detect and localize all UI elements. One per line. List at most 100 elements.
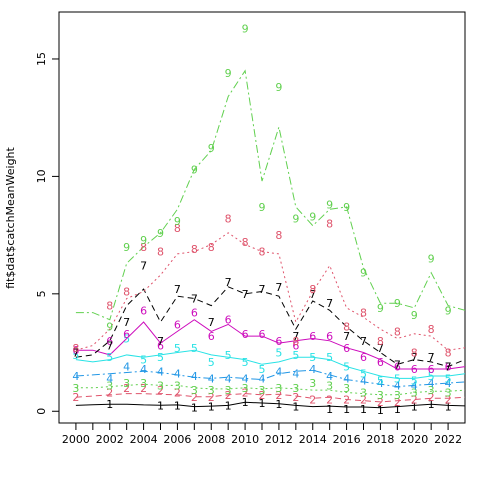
obs-label-4: 4 xyxy=(106,372,113,385)
y-tick-label: 5 xyxy=(35,290,48,297)
obs-label-2: 2 xyxy=(292,391,299,404)
obs-label-6: 6 xyxy=(360,351,367,364)
obs-label-6: 6 xyxy=(411,363,418,376)
obs-label-4: 4 xyxy=(191,370,198,383)
obs-label-5: 5 xyxy=(394,372,401,385)
obs-label-6: 6 xyxy=(191,307,198,320)
observation-label-layer: 1 1 1 1 1 1 1 1 1 1 1 1 1 1 1 1 1 12 2 2 2 2 2 2 2 2 2 2 2 2 2 2 2 2 2 2 2 2 2… xyxy=(72,22,451,417)
x-tick-label: 2018 xyxy=(366,433,394,446)
x-tick-label: 2012 xyxy=(265,433,293,446)
obs-label-8: 8 xyxy=(275,229,282,242)
obs-label-8: 8 xyxy=(326,217,333,230)
obs-label-7: 7 xyxy=(191,293,198,306)
obs-label-3: 3 xyxy=(259,384,266,397)
obs-label-6: 6 xyxy=(309,330,316,343)
obs-label-7: 7 xyxy=(259,283,266,296)
obs-label-4: 4 xyxy=(225,372,232,385)
obs-label-1: 1 xyxy=(275,398,282,411)
obs-label-7: 7 xyxy=(106,339,113,352)
obs-label-4: 4 xyxy=(343,372,350,385)
obs-label-6: 6 xyxy=(174,318,181,331)
obs-label-9: 9 xyxy=(191,163,198,176)
obs-label-7: 7 xyxy=(428,351,435,364)
obs-label-8: 8 xyxy=(242,236,249,249)
obs-label-2: 2 xyxy=(394,396,401,409)
obs-label-4: 4 xyxy=(377,377,384,390)
obs-label-9: 9 xyxy=(326,199,333,212)
obs-label-6: 6 xyxy=(377,356,384,369)
x-tick-label: 2000 xyxy=(62,433,90,446)
obs-label-8: 8 xyxy=(123,285,130,298)
obs-label-9: 9 xyxy=(140,234,147,247)
obs-label-2: 2 xyxy=(360,394,367,407)
obs-label-7: 7 xyxy=(275,281,282,294)
obs-label-2: 2 xyxy=(191,391,198,404)
obs-label-3: 3 xyxy=(343,382,350,395)
x-tick-label: 2002 xyxy=(96,433,124,446)
obs-label-1: 1 xyxy=(242,396,249,409)
obs-label-1: 1 xyxy=(445,401,452,414)
obs-label-2: 2 xyxy=(275,389,282,402)
obs-label-4: 4 xyxy=(394,379,401,392)
obs-label-8: 8 xyxy=(140,241,147,254)
obs-label-9: 9 xyxy=(275,81,282,94)
obs-label-9: 9 xyxy=(292,213,299,226)
obs-label-5: 5 xyxy=(411,375,418,388)
obs-label-5: 5 xyxy=(275,347,282,360)
obs-label-5: 5 xyxy=(445,372,452,385)
obs-label-8: 8 xyxy=(208,241,215,254)
obs-label-9: 9 xyxy=(343,201,350,214)
obs-label-7: 7 xyxy=(445,361,452,374)
obs-label-9: 9 xyxy=(123,241,130,254)
obs-label-2: 2 xyxy=(140,382,147,395)
obs-label-2: 2 xyxy=(445,394,452,407)
obs-label-6: 6 xyxy=(428,363,435,376)
obs-label-6: 6 xyxy=(326,330,333,343)
x-tick-label: 2014 xyxy=(299,433,327,446)
obs-label-9: 9 xyxy=(157,227,164,240)
y-axis: 0 5 10 15 xyxy=(35,52,60,415)
obs-label-7: 7 xyxy=(377,342,384,355)
obs-label-9: 9 xyxy=(174,215,181,228)
obs-label-1: 1 xyxy=(174,399,181,412)
obs-label-8: 8 xyxy=(72,342,79,355)
obs-label-3: 3 xyxy=(225,384,232,397)
obs-label-2: 2 xyxy=(343,394,350,407)
series-line-7 xyxy=(75,286,466,368)
obs-label-3: 3 xyxy=(140,377,147,390)
obs-label-2: 2 xyxy=(225,389,232,402)
obs-label-2: 2 xyxy=(309,394,316,407)
obs-label-7: 7 xyxy=(411,351,418,364)
obs-label-5: 5 xyxy=(123,332,130,345)
obs-label-5: 5 xyxy=(377,375,384,388)
obs-label-5: 5 xyxy=(191,342,198,355)
obs-label-4: 4 xyxy=(242,372,249,385)
obs-label-3: 3 xyxy=(191,384,198,397)
series-line-5 xyxy=(75,349,466,379)
obs-label-1: 1 xyxy=(208,401,215,414)
obs-label-7: 7 xyxy=(123,316,130,329)
obs-label-9: 9 xyxy=(428,253,435,266)
series-line-4 xyxy=(75,369,466,388)
obs-label-2: 2 xyxy=(326,394,333,407)
obs-label-2: 2 xyxy=(242,386,249,399)
obs-label-3: 3 xyxy=(157,379,164,392)
plot-box xyxy=(58,11,466,424)
obs-label-9: 9 xyxy=(411,309,418,322)
obs-label-5: 5 xyxy=(157,351,164,364)
obs-label-5: 5 xyxy=(326,351,333,364)
series-layer xyxy=(75,69,466,409)
obs-label-9: 9 xyxy=(360,267,367,280)
obs-label-8: 8 xyxy=(259,246,266,259)
obs-label-1: 1 xyxy=(259,397,266,410)
obs-label-2: 2 xyxy=(259,389,266,402)
obs-label-2: 2 xyxy=(208,391,215,404)
obs-label-1: 1 xyxy=(394,403,401,416)
obs-label-8: 8 xyxy=(174,222,181,235)
obs-label-6: 6 xyxy=(445,361,452,374)
obs-label-7: 7 xyxy=(225,276,232,289)
obs-label-8: 8 xyxy=(394,325,401,338)
y-tick-label: 15 xyxy=(35,52,48,66)
obs-label-7: 7 xyxy=(292,330,299,343)
